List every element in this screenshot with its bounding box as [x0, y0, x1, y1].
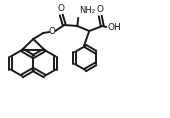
Text: O: O	[97, 5, 104, 14]
Text: NH₂: NH₂	[79, 6, 95, 15]
Text: OH: OH	[107, 23, 121, 32]
Text: O: O	[58, 4, 65, 13]
Text: O: O	[49, 27, 56, 36]
